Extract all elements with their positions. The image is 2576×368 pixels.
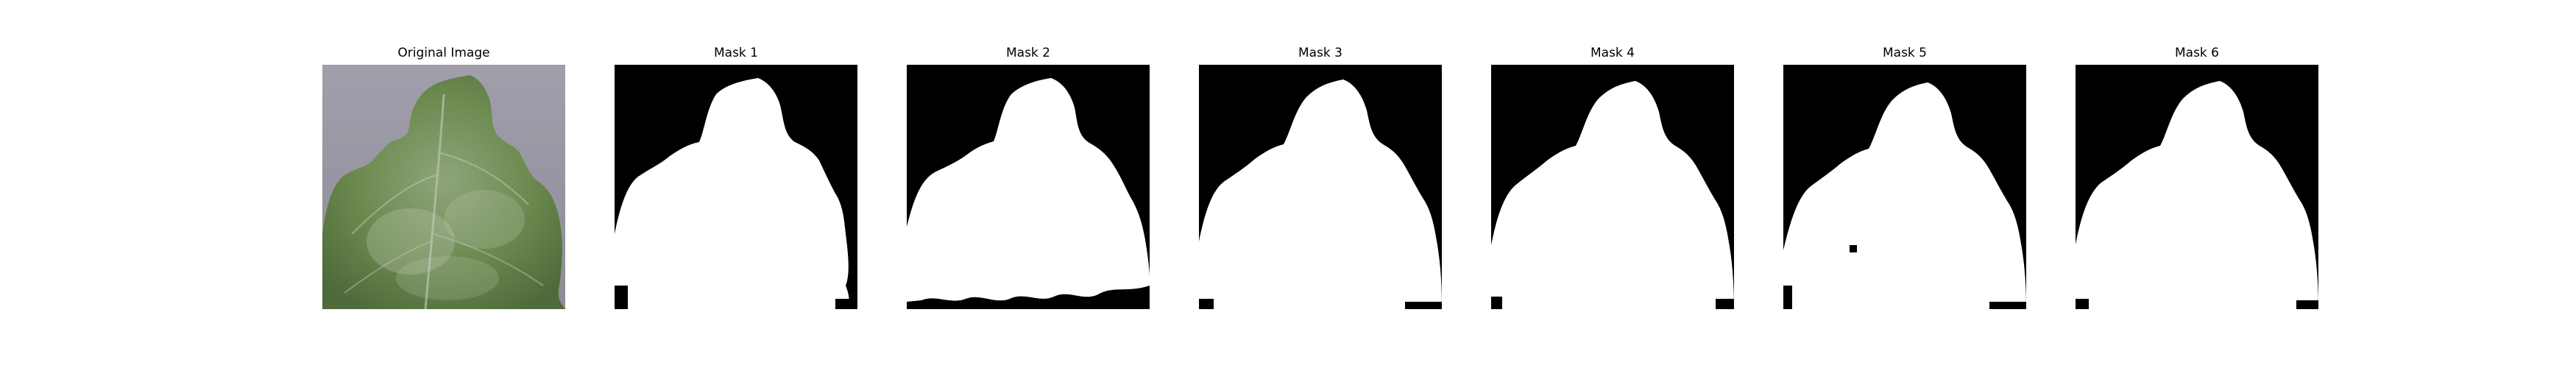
- panel-title: Mask 6: [2174, 46, 2219, 60]
- panel-title: Mask 1: [713, 46, 758, 60]
- figure-panel-mask-3: Mask 3: [1199, 44, 1442, 311]
- original-leaf-photo: [322, 65, 565, 309]
- mask-image: [1491, 65, 1734, 309]
- mask-image: [907, 65, 1150, 309]
- figure-panel-mask-2: Mask 2: [907, 44, 1150, 311]
- figure-panel-original: Original Image: [322, 44, 565, 311]
- mask-image: [1783, 65, 2026, 309]
- mask-image: [2076, 65, 2318, 309]
- figure-panel-mask-5: Mask 5: [1783, 44, 2026, 311]
- figure-panel-mask-1: Mask 1: [615, 44, 857, 311]
- mask-image: [1199, 65, 1442, 309]
- panel-title: Mask 2: [1005, 46, 1050, 60]
- panel-title: Original Image: [397, 46, 490, 60]
- panel-title: Mask 3: [1298, 46, 1342, 60]
- figure-panel-mask-4: Mask 4: [1491, 44, 1734, 311]
- mask-image: [615, 65, 857, 309]
- figure-panel-mask-6: Mask 6: [2076, 44, 2318, 311]
- panel-title: Mask 5: [1882, 46, 1927, 60]
- panel-title: Mask 4: [1590, 46, 1635, 60]
